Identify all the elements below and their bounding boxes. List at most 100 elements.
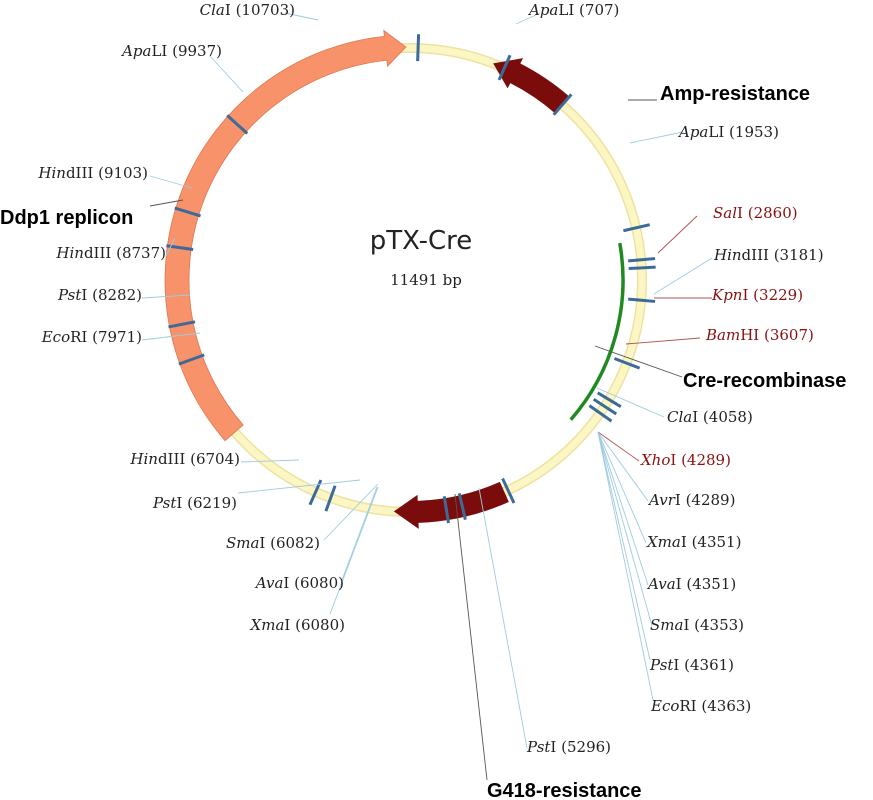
site-position: (3229) (753, 286, 803, 304)
site-leader-line (209, 55, 244, 93)
site-leader-line (237, 479, 361, 494)
site-leader-line (341, 486, 378, 581)
site-label-layer: Amp-resistance Ddp1 replicon Cre-recombina… (0, 1, 846, 800)
site-label: ApaLI (9937) (120, 42, 222, 60)
cut-site-tick (628, 265, 656, 271)
site-enzyme-name: Kpn (711, 286, 742, 304)
site-label: SmaI (4353) (650, 616, 744, 634)
cut-site-tick (497, 54, 512, 81)
site-leader-line (323, 483, 379, 541)
site-position: (8282) (92, 286, 142, 304)
site-enzyme-suffix: I (683, 616, 694, 634)
site-label: ApaLI (707) (527, 1, 619, 19)
cut-site-tick (324, 485, 337, 512)
site-enzyme-suffix: I (737, 204, 748, 222)
site-position: (5296) (561, 738, 611, 756)
site-position: (3607) (764, 326, 814, 344)
site-enzyme-suffix: dIII (158, 450, 190, 468)
site-position: (4289) (686, 491, 736, 509)
site-position: (707) (579, 1, 619, 19)
cut-site-tick (592, 398, 618, 416)
site-label: HindIII (6704) (129, 450, 240, 468)
site-enzyme-suffix: I (176, 494, 187, 512)
site-enzyme-name: Apa (527, 1, 558, 19)
site-enzyme-name: Xma (250, 616, 285, 634)
site-enzyme-suffix: HI (740, 326, 764, 344)
site-label: ClaI (10703) (200, 1, 295, 19)
feature-amp-resistance-arrow (493, 58, 570, 114)
site-leader-line (329, 486, 379, 615)
site-label: XmaI (4351) (646, 533, 741, 551)
site-enzyme-name: Hin (55, 244, 84, 262)
site-leader-line (478, 487, 528, 749)
site-enzyme-suffix: I (742, 286, 753, 304)
site-label: EcoRI (4363) (650, 697, 751, 715)
site-enzyme-suffix: dIII (742, 246, 774, 264)
site-position: (9103) (98, 164, 148, 182)
site-leader-line (625, 337, 701, 345)
feature-cre-recombinase-arc (569, 242, 625, 421)
site-enzyme-suffix: dIII (84, 244, 116, 262)
feature-g418-resistance-arrow (393, 481, 509, 529)
site-leader-line (596, 387, 665, 418)
cut-site-tick (178, 353, 205, 366)
site-leader-line (629, 131, 684, 144)
feature-label: Amp-resistance (660, 83, 810, 105)
site-tick-layer (166, 34, 656, 524)
site-enzyme-suffix: I (283, 574, 294, 592)
site-enzyme-suffix: RI (679, 697, 701, 715)
cut-site-tick (168, 320, 196, 329)
cut-site-tick (226, 114, 249, 135)
site-enzyme-name: Xma (646, 533, 681, 551)
site-position: (6080) (295, 616, 345, 634)
site-position: (8737) (116, 244, 166, 262)
site-label: ApaLI (1953) (677, 123, 779, 141)
site-position: (3181) (774, 246, 824, 264)
site-leader-line (597, 431, 649, 502)
site-leader-line (141, 332, 201, 341)
site-enzyme-name: Pst (57, 286, 82, 304)
site-position: (1953) (729, 123, 779, 141)
feature-ddp1-replicon-arrow (164, 29, 407, 442)
site-position: (4351) (692, 533, 742, 551)
site-label: PstI (4361) (649, 656, 734, 674)
site-label: XhoI (4289) (640, 451, 731, 469)
leader-line-layer (141, 12, 713, 781)
site-label: HindIII (9103) (37, 164, 148, 182)
site-enzyme-suffix: I (676, 575, 687, 593)
plasmid-size: 11491 bp (390, 271, 462, 289)
site-position: (4058) (703, 408, 753, 426)
site-leader-line (515, 12, 541, 25)
plasmid-name: pTX-Cre (370, 226, 473, 256)
site-position: (4353) (694, 616, 744, 634)
site-leader-line (597, 431, 649, 586)
site-leader-line (141, 294, 191, 299)
site-enzyme-name: Apa (677, 123, 708, 141)
site-enzyme-name: Pst (152, 494, 177, 512)
site-label: EcoRI (7971) (41, 328, 142, 346)
feature-label: G418-resistance (487, 780, 642, 800)
site-enzyme-name: Cla (667, 408, 692, 426)
feature-leader-line (594, 345, 683, 378)
site-leader-line (597, 431, 640, 462)
feature-label: Cre-recombinase (683, 370, 846, 392)
site-label: BamHI (3607) (705, 326, 814, 344)
site-position: (4351) (686, 575, 736, 593)
site-enzyme-suffix: I (673, 656, 684, 674)
site-position: (4289) (681, 451, 731, 469)
site-enzyme-name: Apa (120, 42, 151, 60)
cut-site-tick (552, 93, 573, 116)
cut-site-tick (501, 477, 516, 504)
site-enzyme-suffix: I (225, 1, 236, 19)
site-label: KpnI (3229) (711, 286, 803, 304)
site-leader-line (597, 431, 653, 627)
site-enzyme-name: Avr (647, 491, 676, 509)
site-enzyme-suffix: LI (558, 1, 579, 19)
site-position: (6080) (294, 574, 344, 592)
site-enzyme-name: Pst (649, 656, 674, 674)
site-label: AvrI (4289) (647, 491, 735, 509)
site-leader-line (165, 237, 176, 257)
site-enzyme-name: Hin (713, 246, 742, 264)
cut-site-tick (416, 34, 421, 62)
site-enzyme-suffix: I (670, 451, 681, 469)
